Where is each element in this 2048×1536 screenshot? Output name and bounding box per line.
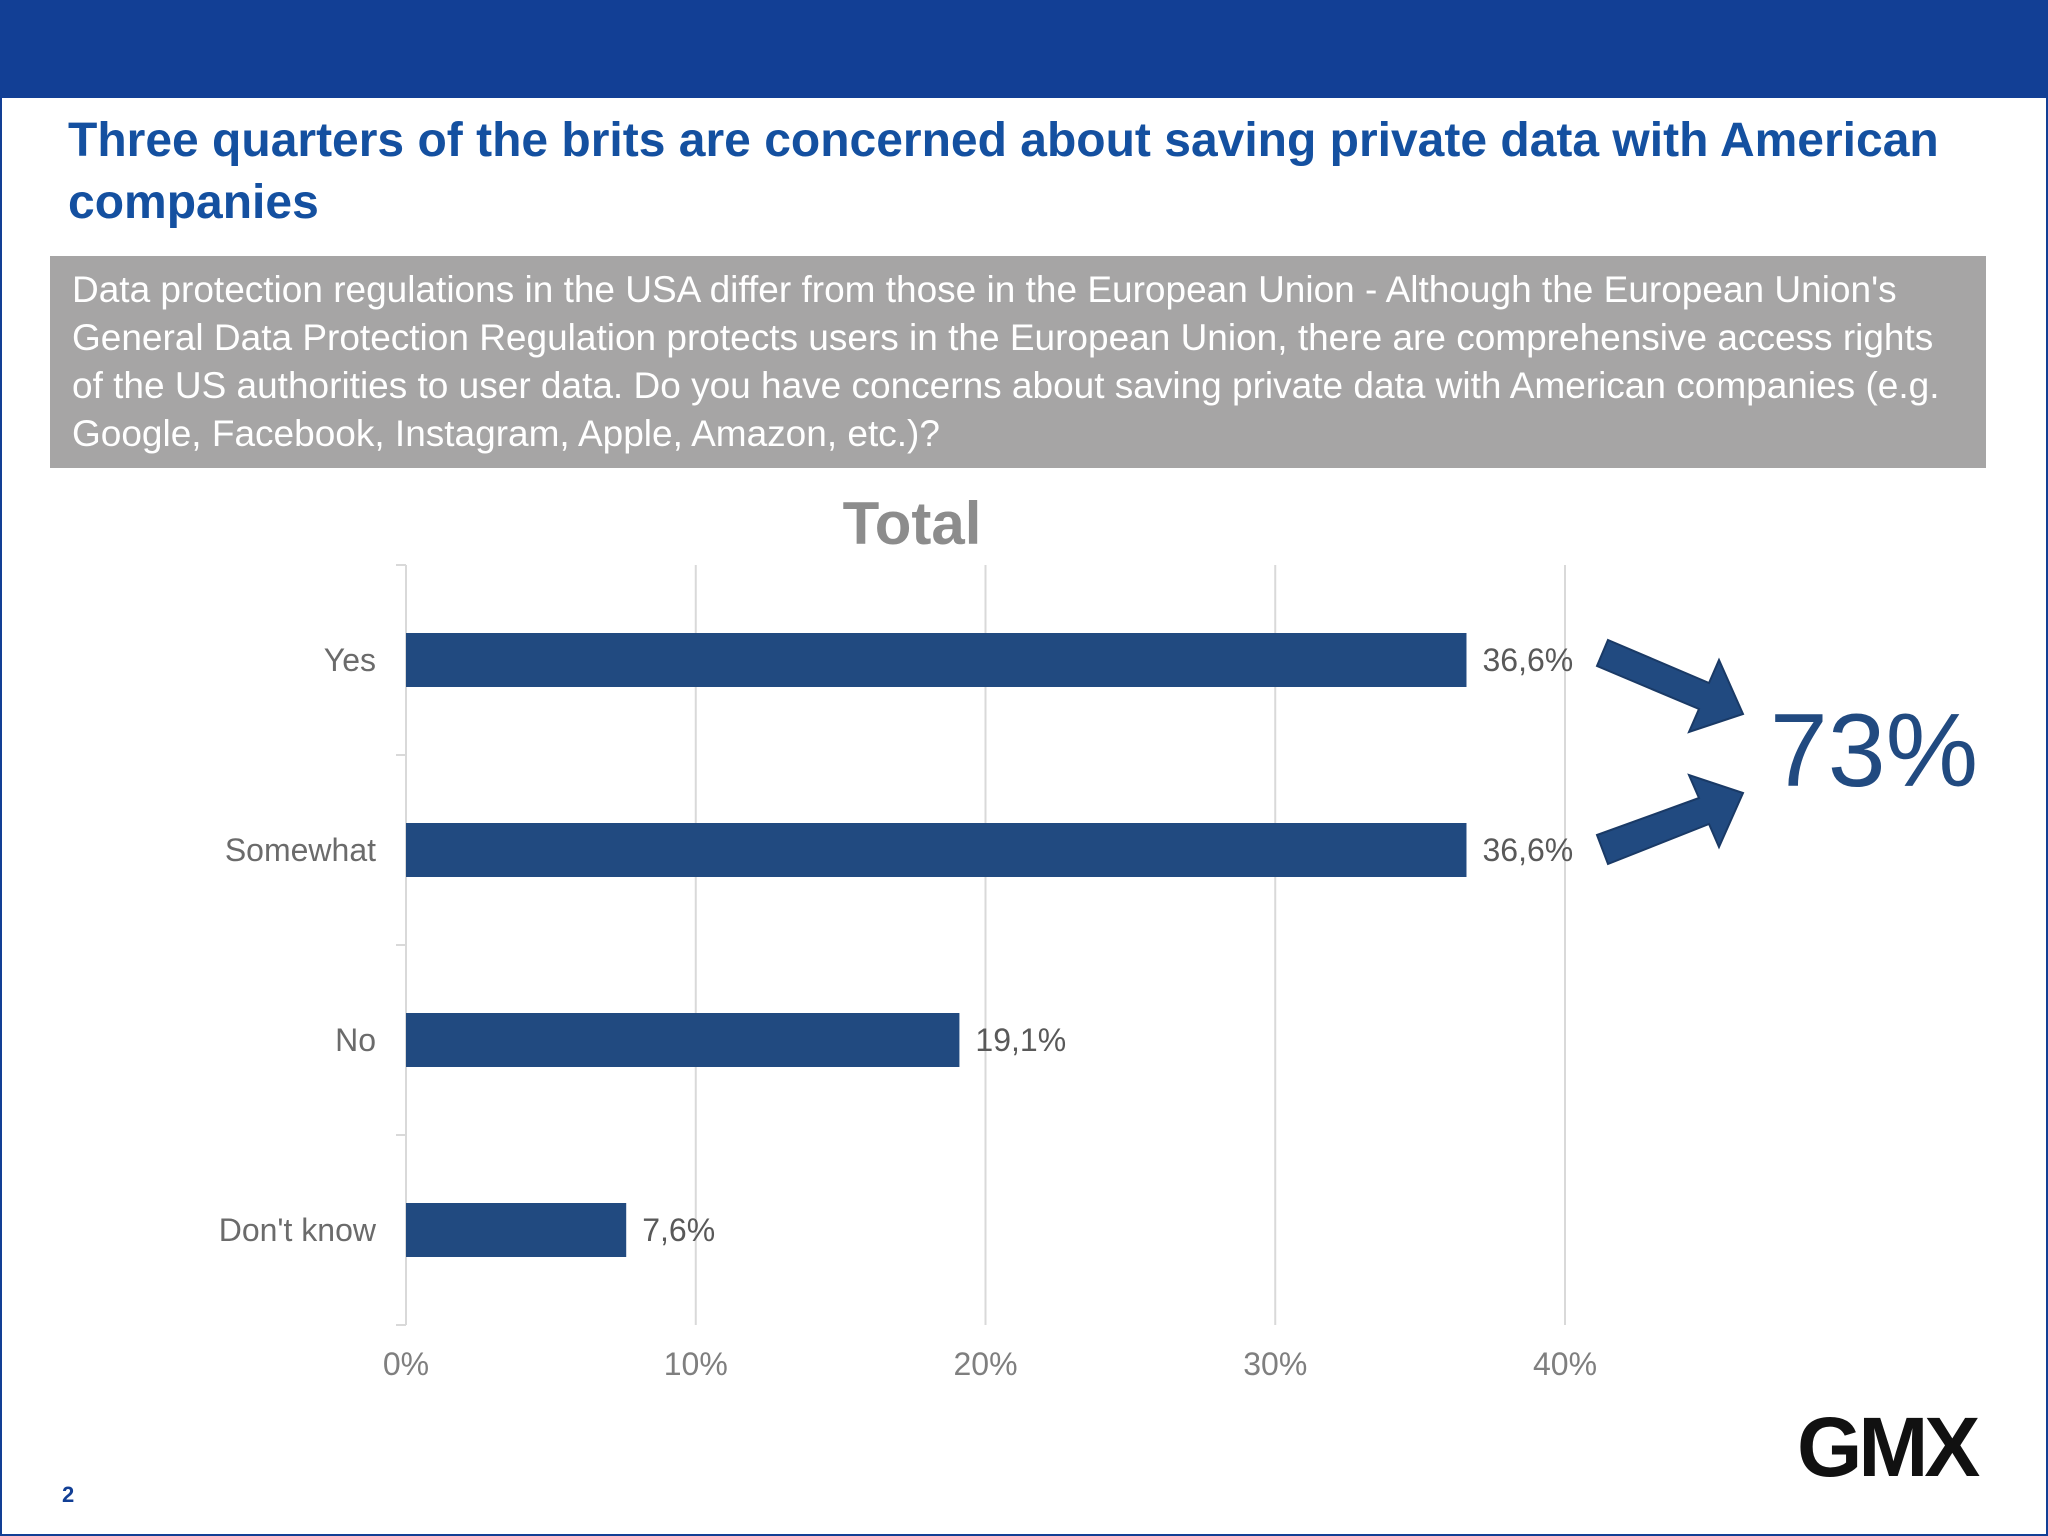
data-labels: 36,6% 36,6% 19,1% 7,6%	[642, 642, 1573, 1248]
data-label: 19,1%	[975, 1022, 1066, 1058]
category-label: Yes	[324, 642, 376, 678]
x-tick-labels: 0% 10% 20% 30% 40%	[383, 1346, 1597, 1382]
bars	[406, 633, 1467, 1257]
bar-somewhat	[406, 823, 1467, 877]
category-label: No	[335, 1022, 376, 1058]
x-tick-label: 20%	[953, 1346, 1017, 1382]
grid-lines	[694, 565, 1566, 1325]
question-box: Data protection regulations in the USA d…	[50, 256, 1986, 468]
category-label: Somewhat	[225, 832, 376, 868]
annotation: 73%	[1595, 638, 1978, 866]
category-label: Don't know	[219, 1212, 377, 1248]
bar-don-t-know	[406, 1203, 627, 1257]
x-tick-label: 30%	[1243, 1346, 1307, 1382]
category-labels: Yes Somewhat No Don't know	[219, 642, 377, 1248]
header-band	[2, 2, 2048, 98]
data-label: 7,6%	[642, 1212, 715, 1248]
total-concern-annotation: 73%	[1770, 693, 1978, 809]
category-axis	[396, 564, 407, 1326]
data-label: 36,6%	[1482, 642, 1573, 678]
gmx-logo: GMX	[1797, 1400, 1980, 1494]
data-label: 36,6%	[1482, 832, 1573, 868]
arrow-down-right-icon	[1595, 638, 1745, 734]
chart-title: Total	[843, 490, 982, 557]
bar-chart: Total 36,6% 36,6% 19,1% 7,6% Yes Somewhat No D…	[219, 490, 1978, 1382]
bar-no	[406, 1013, 960, 1067]
question-text: Data protection regulations in the USA d…	[72, 269, 1940, 454]
page-number: 2	[62, 1482, 75, 1507]
slide-title: Three quarters of the brits are concerne…	[68, 114, 1939, 229]
x-tick-label: 10%	[664, 1346, 728, 1382]
x-tick-label: 40%	[1533, 1346, 1597, 1382]
arrow-up-right-icon	[1595, 773, 1745, 866]
bar-yes	[406, 633, 1467, 687]
x-tick-label: 0%	[383, 1346, 429, 1382]
